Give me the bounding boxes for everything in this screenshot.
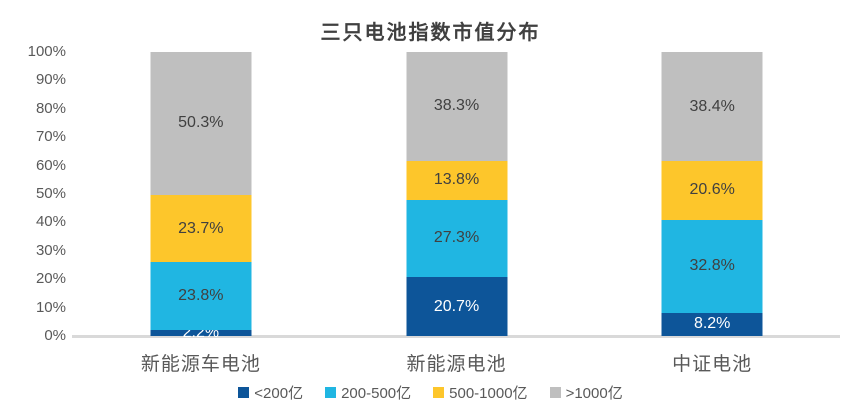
x-axis-labels: 新能源车电池 新能源电池 中证电池	[73, 349, 840, 376]
x-axis-label: 新能源电池	[406, 353, 507, 375]
bar-segment: 20.7%	[406, 277, 507, 336]
x-axis-line	[72, 335, 840, 338]
legend-item: 500-1000亿	[433, 382, 528, 403]
legend-swatch	[549, 387, 561, 398]
stacked-bar: 2.2% 23.8% 23.7% 50.3%	[150, 52, 252, 340]
bar-segment: 38.4%	[661, 52, 763, 162]
legend-swatch	[238, 387, 250, 398]
data-label: 38.4%	[689, 97, 735, 115]
y-tick-label: 60%	[35, 156, 66, 174]
bar-segment: 2.2%	[150, 324, 252, 340]
data-label: 23.7%	[178, 219, 224, 237]
legend-swatch	[433, 387, 445, 398]
bar-segment: 8.2%	[661, 312, 763, 336]
legend-item: <200亿	[238, 382, 303, 403]
bar-segment: 20.6%	[661, 161, 763, 220]
data-label: 8.2%	[693, 315, 731, 333]
y-axis: 0% 10% 20% 30% 40% 50% 60% 70% 80% 90% 100%	[0, 43, 66, 344]
data-label: 13.8%	[433, 171, 480, 189]
data-label: 23.8%	[178, 286, 224, 304]
legend-item: 200-500亿	[325, 382, 411, 403]
bar-column: 2.2% 23.8% 23.7% 50.3%	[73, 52, 329, 340]
y-tick-label: 40%	[35, 213, 66, 231]
legend-label: >1000亿	[565, 385, 623, 402]
data-label: 27.3%	[433, 229, 480, 247]
y-tick-label: 50%	[35, 185, 66, 202]
legend-label: 200-500亿	[341, 385, 412, 402]
data-label: 20.7%	[433, 297, 480, 315]
y-tick-label: 70%	[35, 128, 66, 146]
data-label: 20.6%	[689, 181, 735, 199]
bar-segment: 32.8%	[661, 219, 763, 313]
bar-segment: 27.3%	[406, 199, 507, 278]
y-tick-label: 90%	[35, 71, 66, 89]
stacked-bar: 20.7% 27.3% 13.8% 38.3%	[406, 51, 507, 336]
x-axis-label: 新能源车电池	[140, 353, 261, 375]
bar-segment: 50.3%	[150, 52, 252, 195]
stacked-bar: 8.2% 32.8% 20.6% 38.4%	[661, 52, 763, 336]
data-label: 32.8%	[689, 257, 735, 275]
y-tick-label: 10%	[35, 298, 66, 316]
bars-layer: 2.2% 23.8% 23.7% 50.3% 20.7% 27.3% 13.8% 38.3% 8…	[73, 51, 840, 340]
data-label: 38.3%	[433, 97, 480, 115]
bar-column: 20.7% 27.3% 13.8% 38.3%	[329, 51, 585, 336]
y-tick-label: 20%	[35, 270, 66, 288]
bar-segment: 23.8%	[150, 262, 252, 330]
legend: <200亿 200-500亿 500-1000亿 >1000亿	[0, 382, 861, 403]
x-axis-label: 中证电池	[672, 353, 753, 375]
legend-item: >1000亿	[549, 382, 623, 403]
bar-segment: 38.3%	[406, 51, 507, 161]
bar-segment: 23.7%	[150, 194, 252, 263]
chart-title: 三只电池指数市值分布	[320, 20, 541, 44]
legend-label: 500-1000亿	[449, 385, 528, 402]
bar-column: 8.2% 32.8% 20.6% 38.4%	[584, 52, 840, 336]
y-tick-label: 100%	[27, 43, 66, 60]
bar-segment: 13.8%	[406, 160, 507, 200]
y-tick-label: 80%	[35, 99, 66, 117]
y-tick-label: 0%	[44, 327, 66, 344]
y-tick-label: 30%	[35, 241, 66, 259]
legend-swatch	[325, 387, 337, 398]
data-label: 50.3%	[178, 114, 224, 132]
legend-label: <200亿	[254, 385, 304, 402]
